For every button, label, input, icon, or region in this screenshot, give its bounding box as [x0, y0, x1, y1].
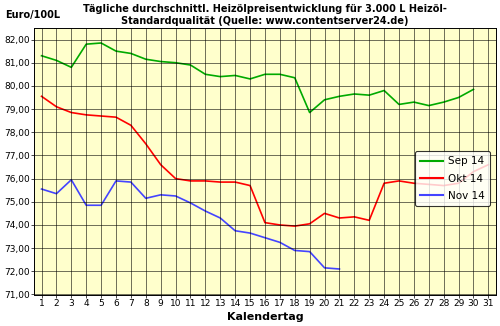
Nov 14	[98, 203, 104, 207]
Sep 14	[366, 93, 372, 97]
Okt 14	[262, 221, 268, 225]
Okt 14	[336, 216, 342, 220]
Nov 14	[292, 248, 298, 252]
Okt 14	[38, 94, 44, 98]
Okt 14	[218, 180, 224, 184]
Nov 14	[188, 201, 194, 205]
Okt 14	[247, 184, 253, 187]
Okt 14	[54, 105, 60, 109]
Nov 14	[232, 229, 238, 233]
Okt 14	[292, 224, 298, 228]
Sep 14	[218, 75, 224, 79]
Okt 14	[113, 115, 119, 119]
Nov 14	[247, 231, 253, 235]
Okt 14	[68, 111, 74, 114]
Nov 14	[322, 266, 328, 270]
Sep 14	[277, 72, 283, 76]
Title: Tägliche durchschnittl. Heizölpreisentwicklung für 3.000 L Heizöl-
Standardquali: Tägliche durchschnittl. Heizölpreisentwi…	[83, 4, 447, 26]
Okt 14	[426, 183, 432, 186]
Okt 14	[158, 163, 164, 167]
Okt 14	[381, 181, 387, 185]
Sep 14	[456, 96, 462, 99]
Sep 14	[411, 100, 417, 104]
Sep 14	[381, 89, 387, 93]
Okt 14	[411, 181, 417, 185]
Nov 14	[38, 187, 44, 191]
Okt 14	[306, 222, 312, 226]
Okt 14	[83, 113, 89, 117]
Nov 14	[143, 196, 149, 200]
Sep 14	[188, 63, 194, 67]
Sep 14	[426, 104, 432, 108]
Text: Euro/100L: Euro/100L	[5, 10, 60, 20]
Sep 14	[396, 102, 402, 106]
Sep 14	[306, 111, 312, 114]
Sep 14	[352, 92, 358, 96]
Sep 14	[98, 41, 104, 45]
Nov 14	[54, 192, 60, 196]
Sep 14	[262, 72, 268, 76]
Sep 14	[128, 52, 134, 55]
Line: Sep 14: Sep 14	[42, 43, 474, 112]
Okt 14	[232, 180, 238, 184]
Nov 14	[113, 179, 119, 183]
Sep 14	[202, 72, 208, 76]
Sep 14	[158, 60, 164, 64]
Okt 14	[486, 163, 492, 167]
Sep 14	[322, 98, 328, 102]
Okt 14	[366, 218, 372, 222]
Okt 14	[128, 123, 134, 127]
Nov 14	[172, 194, 178, 198]
Nov 14	[336, 267, 342, 271]
Nov 14	[158, 193, 164, 197]
Line: Okt 14: Okt 14	[42, 96, 488, 226]
Sep 14	[54, 58, 60, 62]
Okt 14	[277, 223, 283, 227]
Nov 14	[262, 236, 268, 240]
Okt 14	[188, 179, 194, 183]
Nov 14	[218, 216, 224, 220]
Sep 14	[470, 87, 476, 91]
Sep 14	[336, 94, 342, 98]
Sep 14	[83, 42, 89, 46]
Nov 14	[277, 240, 283, 244]
Sep 14	[292, 76, 298, 80]
Sep 14	[440, 100, 446, 104]
Okt 14	[202, 179, 208, 183]
Nov 14	[202, 209, 208, 213]
Nov 14	[83, 203, 89, 207]
Legend: Sep 14, Okt 14, Nov 14: Sep 14, Okt 14, Nov 14	[415, 151, 490, 206]
Okt 14	[456, 181, 462, 185]
Sep 14	[38, 54, 44, 58]
Okt 14	[98, 114, 104, 118]
Sep 14	[232, 73, 238, 77]
Sep 14	[247, 77, 253, 81]
Sep 14	[113, 49, 119, 53]
Okt 14	[396, 179, 402, 183]
Okt 14	[352, 215, 358, 219]
Okt 14	[470, 170, 476, 174]
Okt 14	[322, 212, 328, 215]
Nov 14	[128, 180, 134, 184]
Sep 14	[172, 61, 178, 65]
Nov 14	[306, 250, 312, 254]
X-axis label: Kalendertag: Kalendertag	[226, 312, 304, 322]
Sep 14	[68, 66, 74, 69]
Okt 14	[143, 142, 149, 146]
Nov 14	[68, 178, 74, 182]
Line: Nov 14: Nov 14	[42, 180, 340, 269]
Okt 14	[172, 177, 178, 181]
Okt 14	[440, 184, 446, 187]
Sep 14	[143, 57, 149, 61]
